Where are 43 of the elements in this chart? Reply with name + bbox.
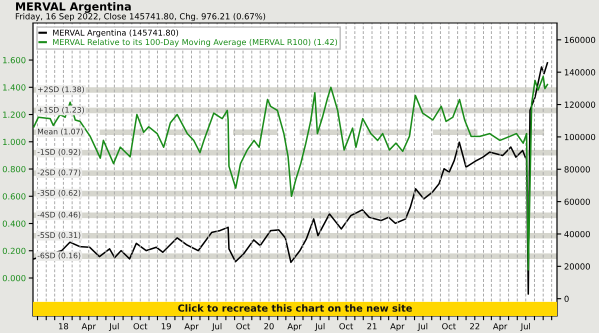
x-tick-label: Jul xyxy=(418,322,428,331)
y2-tick-label: 120000 xyxy=(564,102,596,108)
legend-label: MERVAL Argentina (145741.80) xyxy=(53,29,178,38)
x-tick-label: Oct xyxy=(339,323,354,330)
x-tick-label: Jul xyxy=(212,322,222,331)
legend-label: MERVAL Relative to its 100-Day Moving Average (MERVAL R100) (1.42) xyxy=(53,38,338,47)
y-tick-label: 0.600 xyxy=(2,193,26,200)
x-tick-label: Jul xyxy=(314,322,324,331)
y2-tick-label: 0 xyxy=(564,296,569,302)
x-tick-label: 18 xyxy=(59,323,68,330)
y-tick-label: 0.000 xyxy=(2,274,26,282)
x-tick-label: 20 xyxy=(264,323,274,330)
chart-subtitle: Friday, 16 Sep 2022, Close 145741.80, Chg. 976.21 (0.67%) xyxy=(16,13,266,22)
x-tick-label: Apr xyxy=(287,323,302,332)
y2-tick-label: 100000 xyxy=(564,134,596,140)
x-tick-label: Oct xyxy=(442,323,456,330)
y-tick-label: 0.800 xyxy=(2,166,26,172)
x-tick-label: Jul xyxy=(108,322,119,331)
y2-tick-label: 60000 xyxy=(564,198,590,205)
y-tick-label: 1.600 xyxy=(3,57,26,64)
x-tick-label: Apr xyxy=(492,323,508,332)
y-tick-label: 0.200 xyxy=(2,248,26,254)
x-tick-label: Oct xyxy=(236,323,250,330)
y-tick-label: 0.400 xyxy=(2,220,26,227)
y-tick-label: 1.400 xyxy=(3,84,26,91)
y2-tick-label: 160000 xyxy=(564,36,596,44)
line-series xyxy=(33,76,548,271)
y-tick-label: 1.000 xyxy=(3,138,26,146)
chart-title: MERVAL Argentina xyxy=(16,2,131,13)
annotation: Click to recreate this chart on the new site xyxy=(178,304,412,312)
y-tick-label: 1.200 xyxy=(3,112,26,118)
y2-tick-label: 140000 xyxy=(564,69,596,76)
x-tick-label: Apr xyxy=(390,323,405,332)
x-tick-label: 22 xyxy=(470,323,480,330)
x-tick-label: Oct xyxy=(134,323,148,330)
x-tick-label: Jul xyxy=(520,322,530,331)
y2-tick-label: 20000 xyxy=(564,263,590,270)
x-tick-label: Apr xyxy=(184,323,199,332)
x-tick-label: Apr xyxy=(82,323,96,332)
y2-tick-label: 40000 xyxy=(564,230,590,238)
x-tick-label: 19 xyxy=(162,323,171,330)
y2-tick-label: 80000 xyxy=(564,166,590,173)
x-tick-label: 21 xyxy=(367,323,377,330)
